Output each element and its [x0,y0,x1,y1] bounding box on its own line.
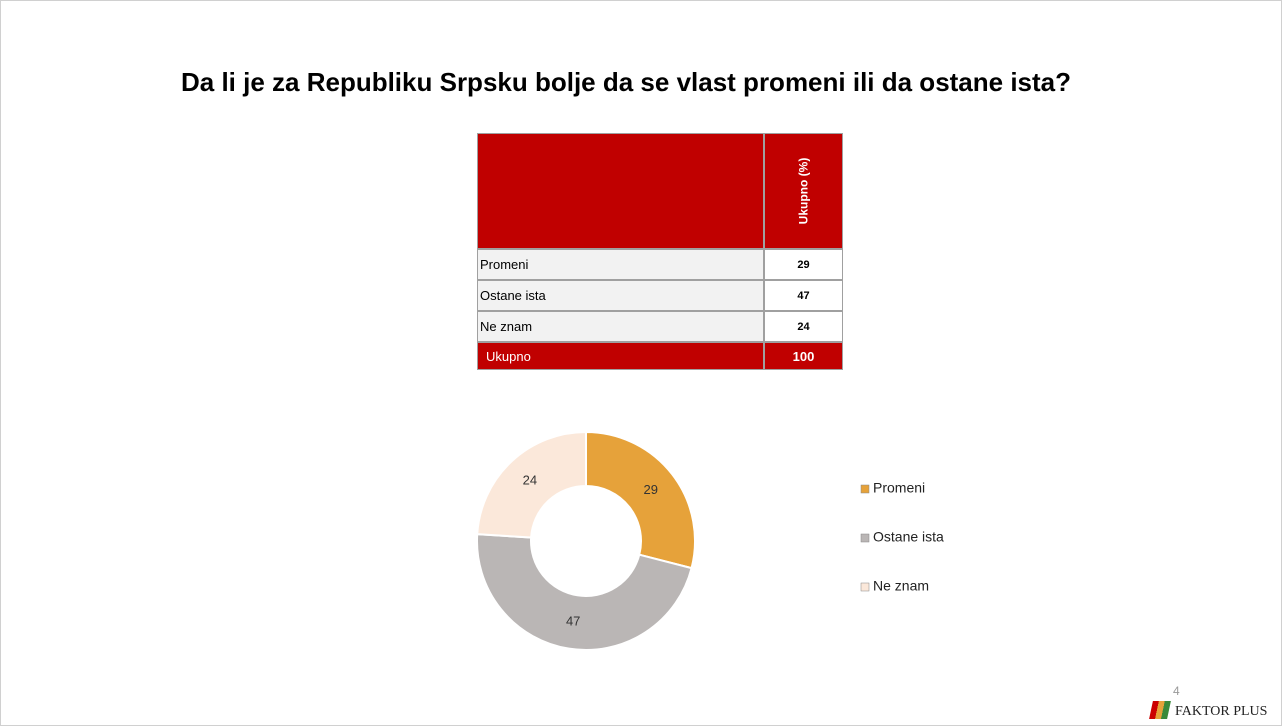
row-value: 24 [764,311,843,342]
table-header-cell: Ukupno (%) [764,133,843,249]
row-label: Ne znam [477,311,764,342]
data-label: 24 [523,473,537,488]
legend-label: Promeni [873,480,925,496]
row-value-text: 24 [797,320,810,333]
row-value: 47 [764,280,843,311]
row-value: 29 [764,249,843,280]
total-value: 100 [764,342,843,370]
table-header-cell-text: Ukupno (%) [796,157,811,225]
row-label: Ostane ista [477,280,764,311]
total-label-text: Ukupno [486,348,531,364]
legend-swatch [860,484,870,494]
page-number: 4 [1173,684,1180,698]
row-label-text: Ne znam [480,319,533,334]
logo-icon [1149,701,1171,719]
row-value-text: 47 [797,289,810,302]
data-label: 47 [566,613,580,628]
legend-swatch [860,582,870,592]
logo: FAKTOR PLUS [1175,704,1268,719]
row-label-text: Promeni [480,257,529,272]
donut-segment [585,430,696,570]
table-header-cell [477,133,764,249]
row-value-text: 29 [797,258,810,271]
data-label: 29 [644,482,658,497]
row-label-text: Ostane ista [480,288,546,303]
legend-label: Ne znam [873,578,929,594]
legend-swatch [860,533,870,543]
donut-segment [476,430,587,539]
total-label: Ukupno [477,342,764,370]
row-label: Promeni [477,249,764,280]
donut-segment [476,533,693,651]
total-value-text: 100 [792,348,815,364]
legend-label: Ostane ista [873,529,944,545]
slide-title: Da li je za Republiku Srpsku bolje da se… [180,67,1072,97]
